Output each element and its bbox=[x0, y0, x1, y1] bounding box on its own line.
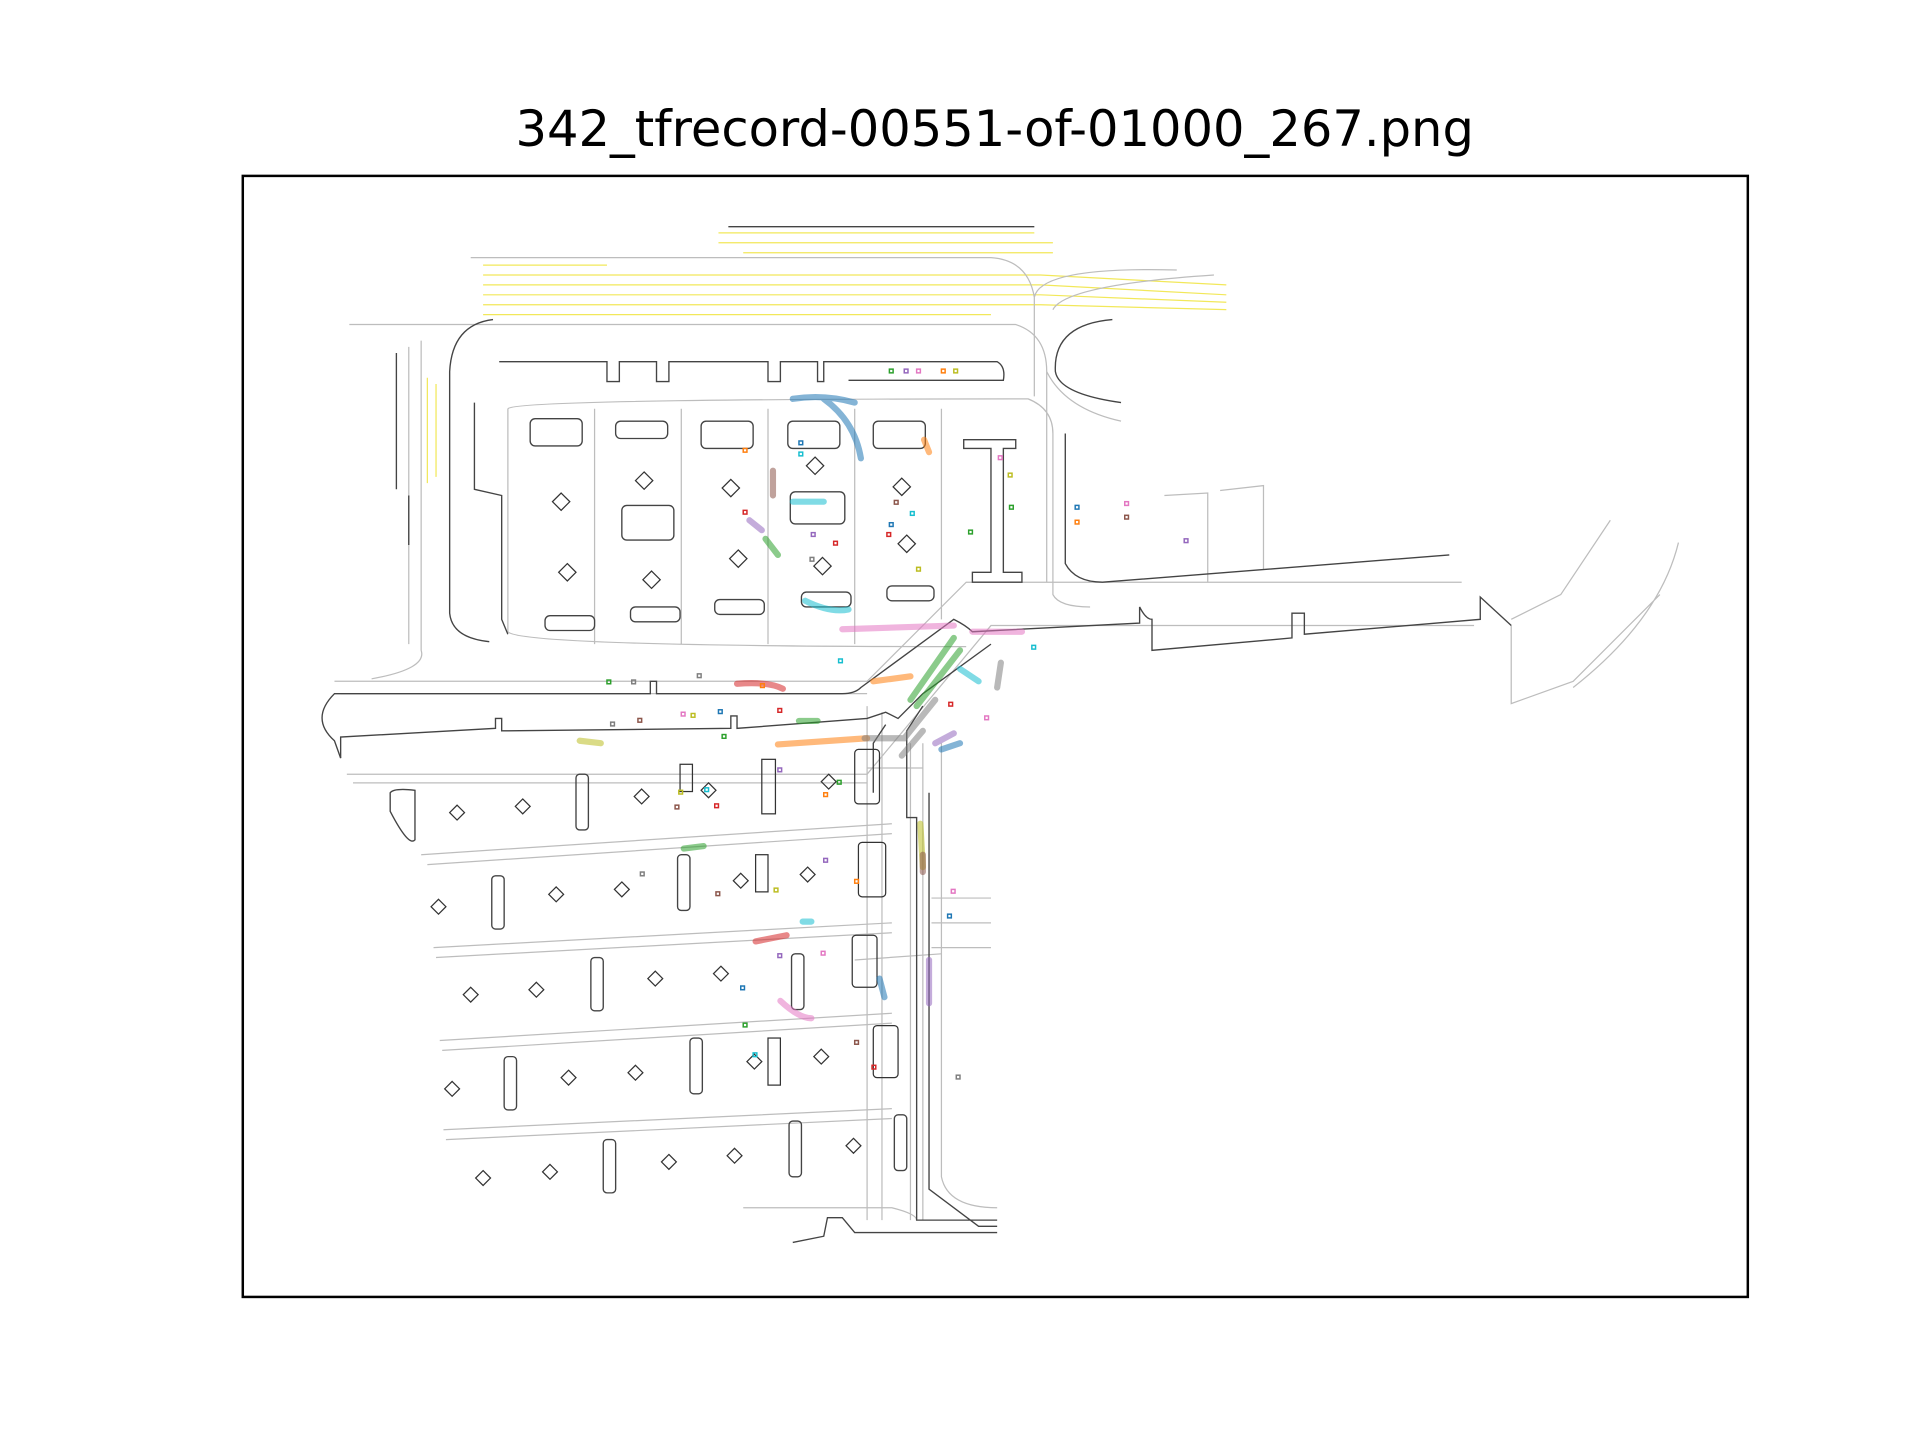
plot-frame bbox=[241, 174, 1750, 1299]
figure-title: 342_tfrecord-00551-of-01000_267.png bbox=[515, 100, 1473, 158]
yellow-lanes bbox=[426, 232, 1227, 484]
road-map bbox=[321, 226, 1680, 1244]
lanes bbox=[334, 257, 1680, 1221]
parking-islands bbox=[491, 418, 1023, 1194]
agents bbox=[606, 368, 1189, 1080]
curbs bbox=[321, 318, 1512, 1244]
trajectories bbox=[576, 393, 1026, 1022]
markers bbox=[430, 456, 917, 1187]
